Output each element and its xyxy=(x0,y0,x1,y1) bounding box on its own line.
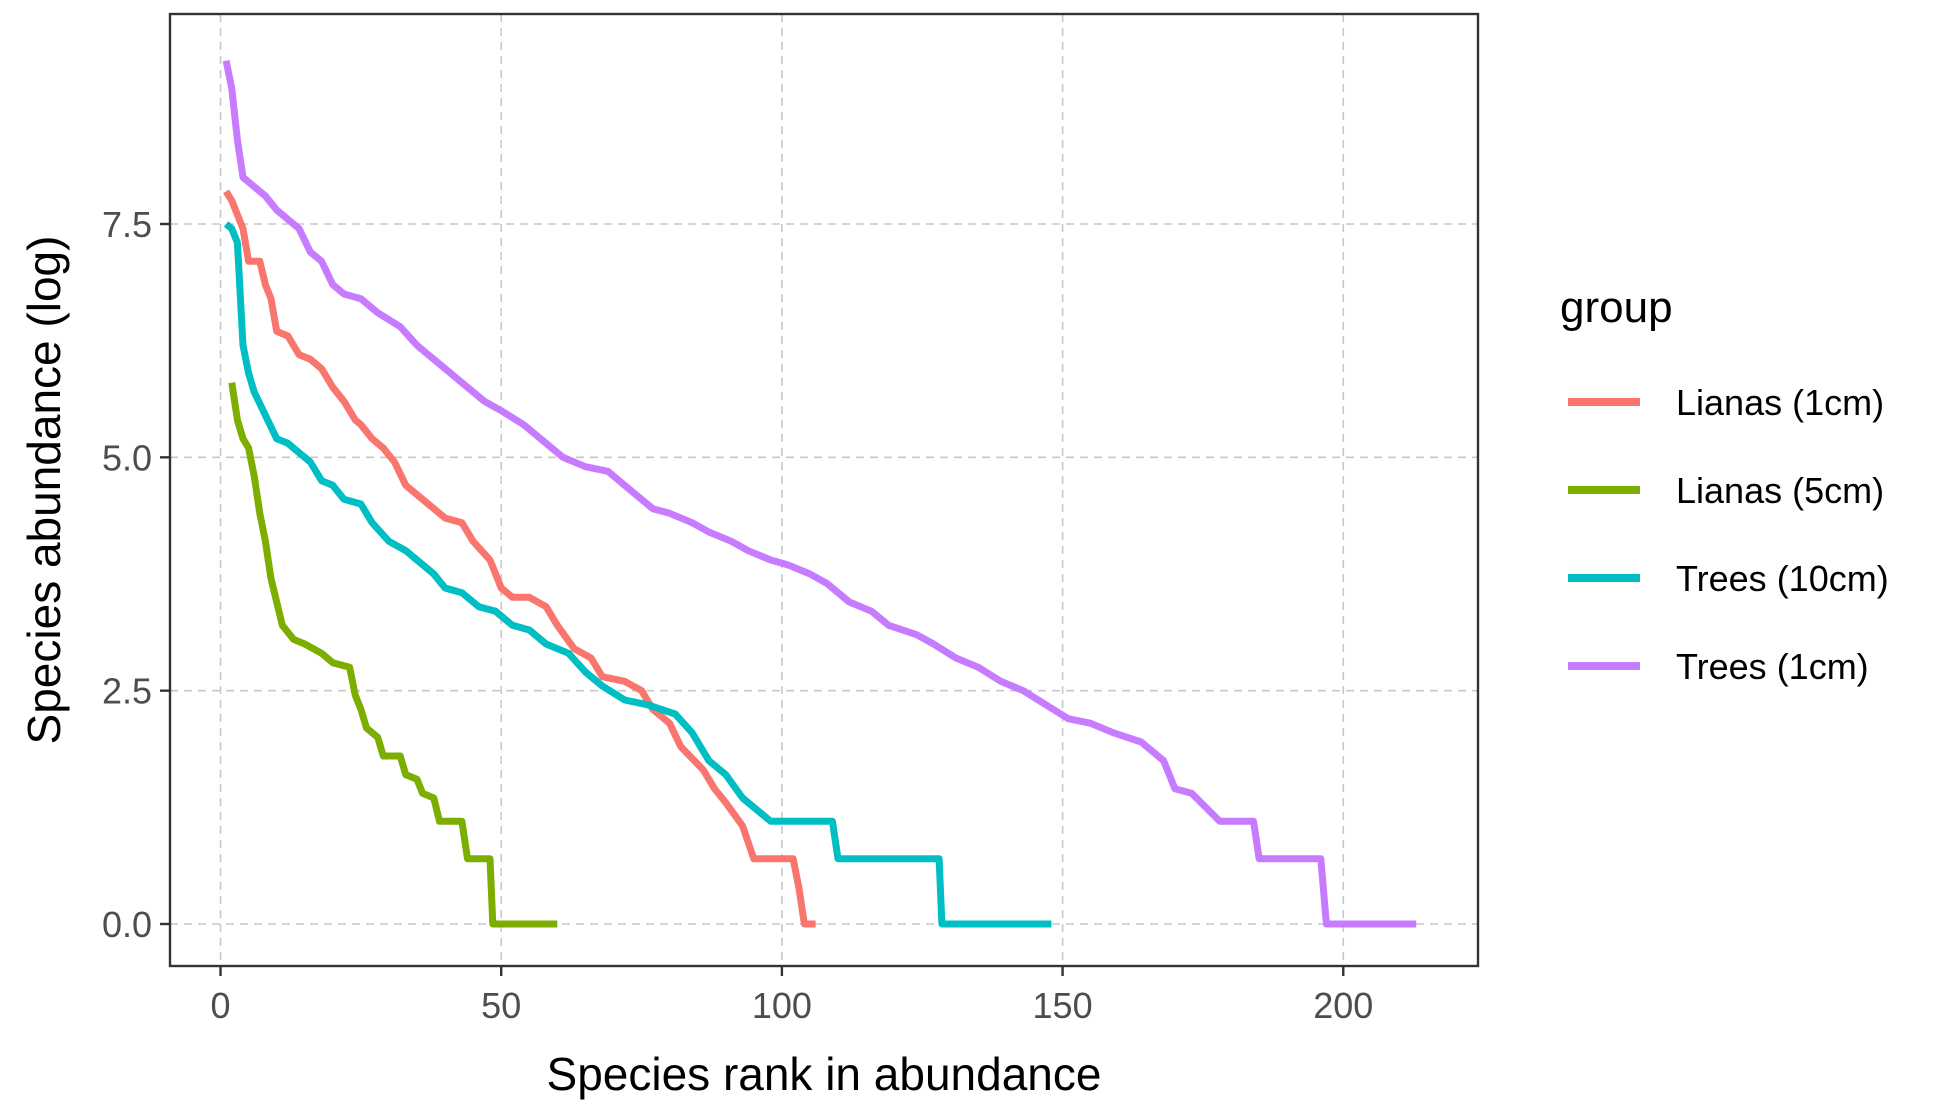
y-tick-label: 5.0 xyxy=(102,437,152,478)
x-tick-label: 0 xyxy=(211,985,231,1026)
y-axis-title: Species abundance (log) xyxy=(18,236,70,745)
legend-label-lianas-1cm: Lianas (1cm) xyxy=(1676,382,1884,423)
plot-border xyxy=(168,12,1480,968)
legend-items: Lianas (1cm) Lianas (5cm) Trees (10cm) Tree… xyxy=(1568,382,1889,687)
x-axis-title: Species rank in abundance xyxy=(547,1048,1102,1100)
series-line-trees-1cm xyxy=(222,60,1417,928)
y-tick-label: 7.5 xyxy=(102,204,152,245)
legend-label-trees-1cm: Trees (1cm) xyxy=(1676,646,1869,687)
series-line-trees-10cm xyxy=(223,221,1052,928)
legend: group Lianas (1cm) Lianas (5cm) Trees (10c… xyxy=(1560,283,1889,687)
x-tick-label: 150 xyxy=(1033,985,1093,1026)
y-axis: 0.0 2.5 5.0 7.5 xyxy=(102,204,170,945)
legend-label-lianas-5cm: Lianas (5cm) xyxy=(1676,470,1884,511)
x-tick-label: 200 xyxy=(1313,985,1373,1026)
y-tick-label: 2.5 xyxy=(102,671,152,712)
y-tick-label: 0.0 xyxy=(102,904,152,945)
x-axis: 0 50 100 150 200 xyxy=(211,966,1373,1026)
x-tick-label: 100 xyxy=(752,985,812,1026)
x-tick-label: 50 xyxy=(481,985,521,1026)
legend-title: group xyxy=(1560,283,1673,332)
series-layer xyxy=(222,60,1417,928)
series-line-lianas-1cm xyxy=(223,189,816,928)
legend-label-trees-10cm: Trees (10cm) xyxy=(1676,558,1889,599)
series-line-lianas-5cm xyxy=(228,382,558,928)
